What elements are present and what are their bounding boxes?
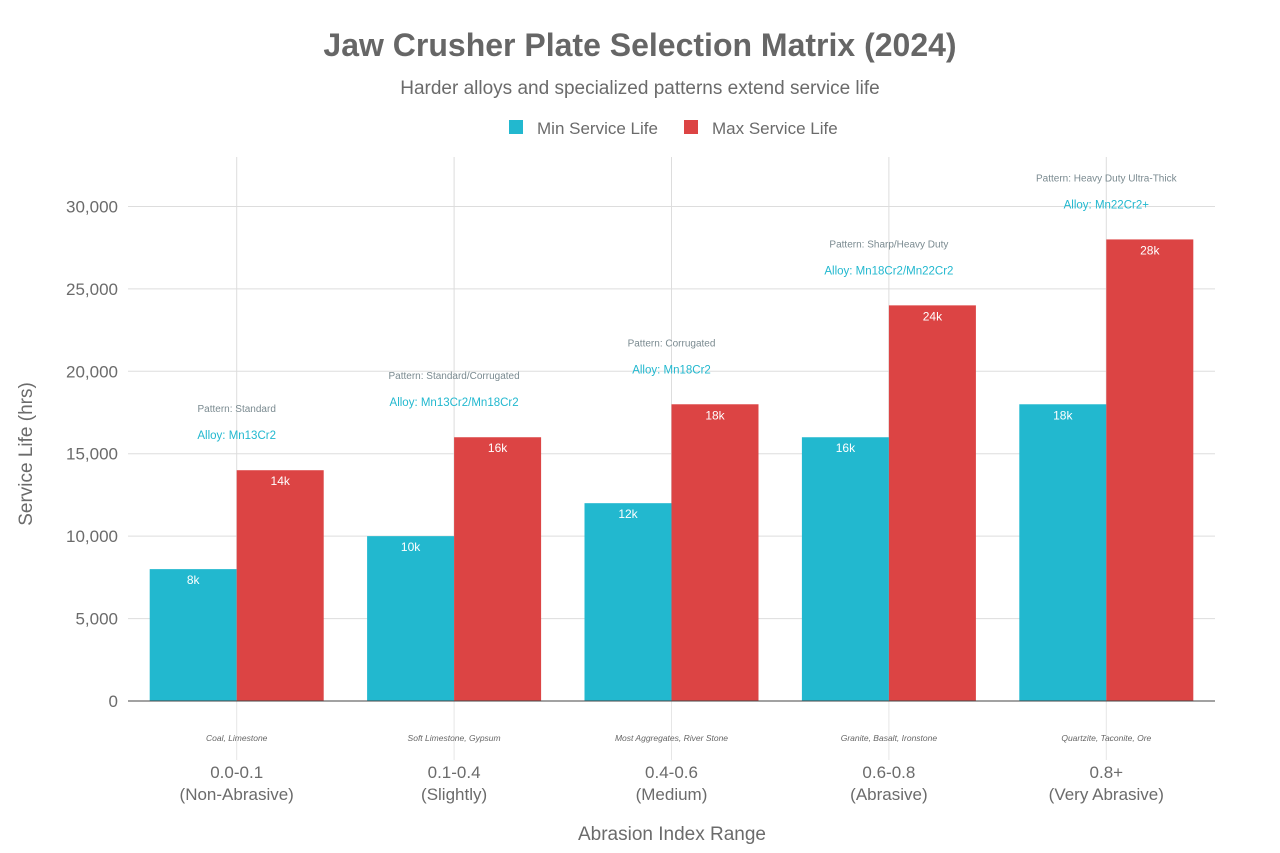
bar-max [671, 404, 759, 701]
material-annotation: Coal, Limestone [206, 733, 268, 743]
bar-value-label: 18k [705, 408, 725, 422]
x-tick-sublabel: (Non-Abrasive) [180, 785, 294, 804]
bar-max [888, 305, 976, 701]
y-axis-title: Service Life (hrs) [16, 382, 37, 526]
pattern-annotation: Pattern: Heavy Duty Ultra-Thick [1036, 173, 1178, 184]
chart-subtitle: Harder alloys and specialized patterns e… [400, 78, 879, 99]
pattern-annotation: Pattern: Standard/Corrugated [388, 371, 519, 382]
x-tick-sublabel: (Very Abrasive) [1049, 785, 1164, 804]
bar-value-label: 14k [271, 474, 291, 488]
y-tick-label: 0 [109, 692, 118, 711]
y-tick-label: 15,000 [66, 445, 118, 464]
x-tick-sublabel: (Medium) [636, 785, 708, 804]
bar-min [801, 437, 889, 701]
bar-value-label: 16k [488, 441, 508, 455]
alloy-annotation: Alloy: Mn18Cr2 [632, 364, 711, 376]
y-tick-label: 30,000 [66, 197, 118, 216]
x-tick-label: 0.4-0.6 [645, 763, 698, 782]
legend-swatch [509, 120, 523, 134]
bar-min [584, 503, 672, 701]
alloy-annotation: Alloy: Mn18Cr2/Mn22Cr2 [824, 265, 953, 277]
bar-max [236, 470, 324, 701]
pattern-annotation: Pattern: Standard [198, 404, 276, 415]
chart-title: Jaw Crusher Plate Selection Matrix (2024… [323, 27, 956, 63]
bar-value-label: 12k [618, 507, 638, 521]
bar-value-label: 8k [187, 573, 201, 587]
x-tick-sublabel: (Slightly) [421, 785, 487, 804]
x-tick-label: 0.1-0.4 [428, 763, 481, 782]
material-annotation: Most Aggregates, River Stone [615, 733, 728, 743]
bar-min [367, 536, 455, 701]
x-axis-title: Abrasion Index Range [578, 824, 766, 845]
bar-min [1019, 404, 1107, 701]
bar-max [454, 437, 542, 701]
alloy-annotation: Alloy: Mn22Cr2+ [1064, 199, 1150, 211]
y-tick-label: 25,000 [66, 280, 118, 299]
y-tick-label: 10,000 [66, 527, 118, 546]
material-annotation: Soft Limestone, Gypsum [408, 733, 501, 743]
bar-value-label: 10k [401, 540, 421, 554]
alloy-annotation: Alloy: Mn13Cr2/Mn18Cr2 [390, 397, 519, 409]
x-tick-label: 0.6-0.8 [862, 763, 915, 782]
alloy-annotation: Alloy: Mn13Cr2 [197, 430, 276, 442]
bar-value-label: 24k [923, 309, 943, 323]
y-tick-label: 5,000 [75, 610, 118, 629]
legend-label: Min Service Life [537, 119, 658, 138]
y-tick-label: 20,000 [66, 362, 118, 381]
bar-min [149, 569, 237, 701]
bar-max [1106, 239, 1194, 701]
x-tick-sublabel: (Abrasive) [850, 785, 927, 804]
bar-value-label: 16k [836, 441, 856, 455]
material-annotation: Quartzite, Taconite, Ore [1061, 733, 1151, 743]
legend-label: Max Service Life [712, 119, 838, 138]
x-tick-label: 0.8+ [1090, 763, 1124, 782]
bar-value-label: 18k [1053, 408, 1073, 422]
pattern-annotation: Pattern: Sharp/Heavy Duty [829, 239, 948, 250]
legend-swatch [684, 120, 698, 134]
pattern-annotation: Pattern: Corrugated [628, 338, 716, 349]
bar-value-label: 28k [1140, 243, 1160, 257]
material-annotation: Granite, Basalt, Ironstone [841, 733, 938, 743]
x-tick-label: 0.0-0.1 [210, 763, 263, 782]
